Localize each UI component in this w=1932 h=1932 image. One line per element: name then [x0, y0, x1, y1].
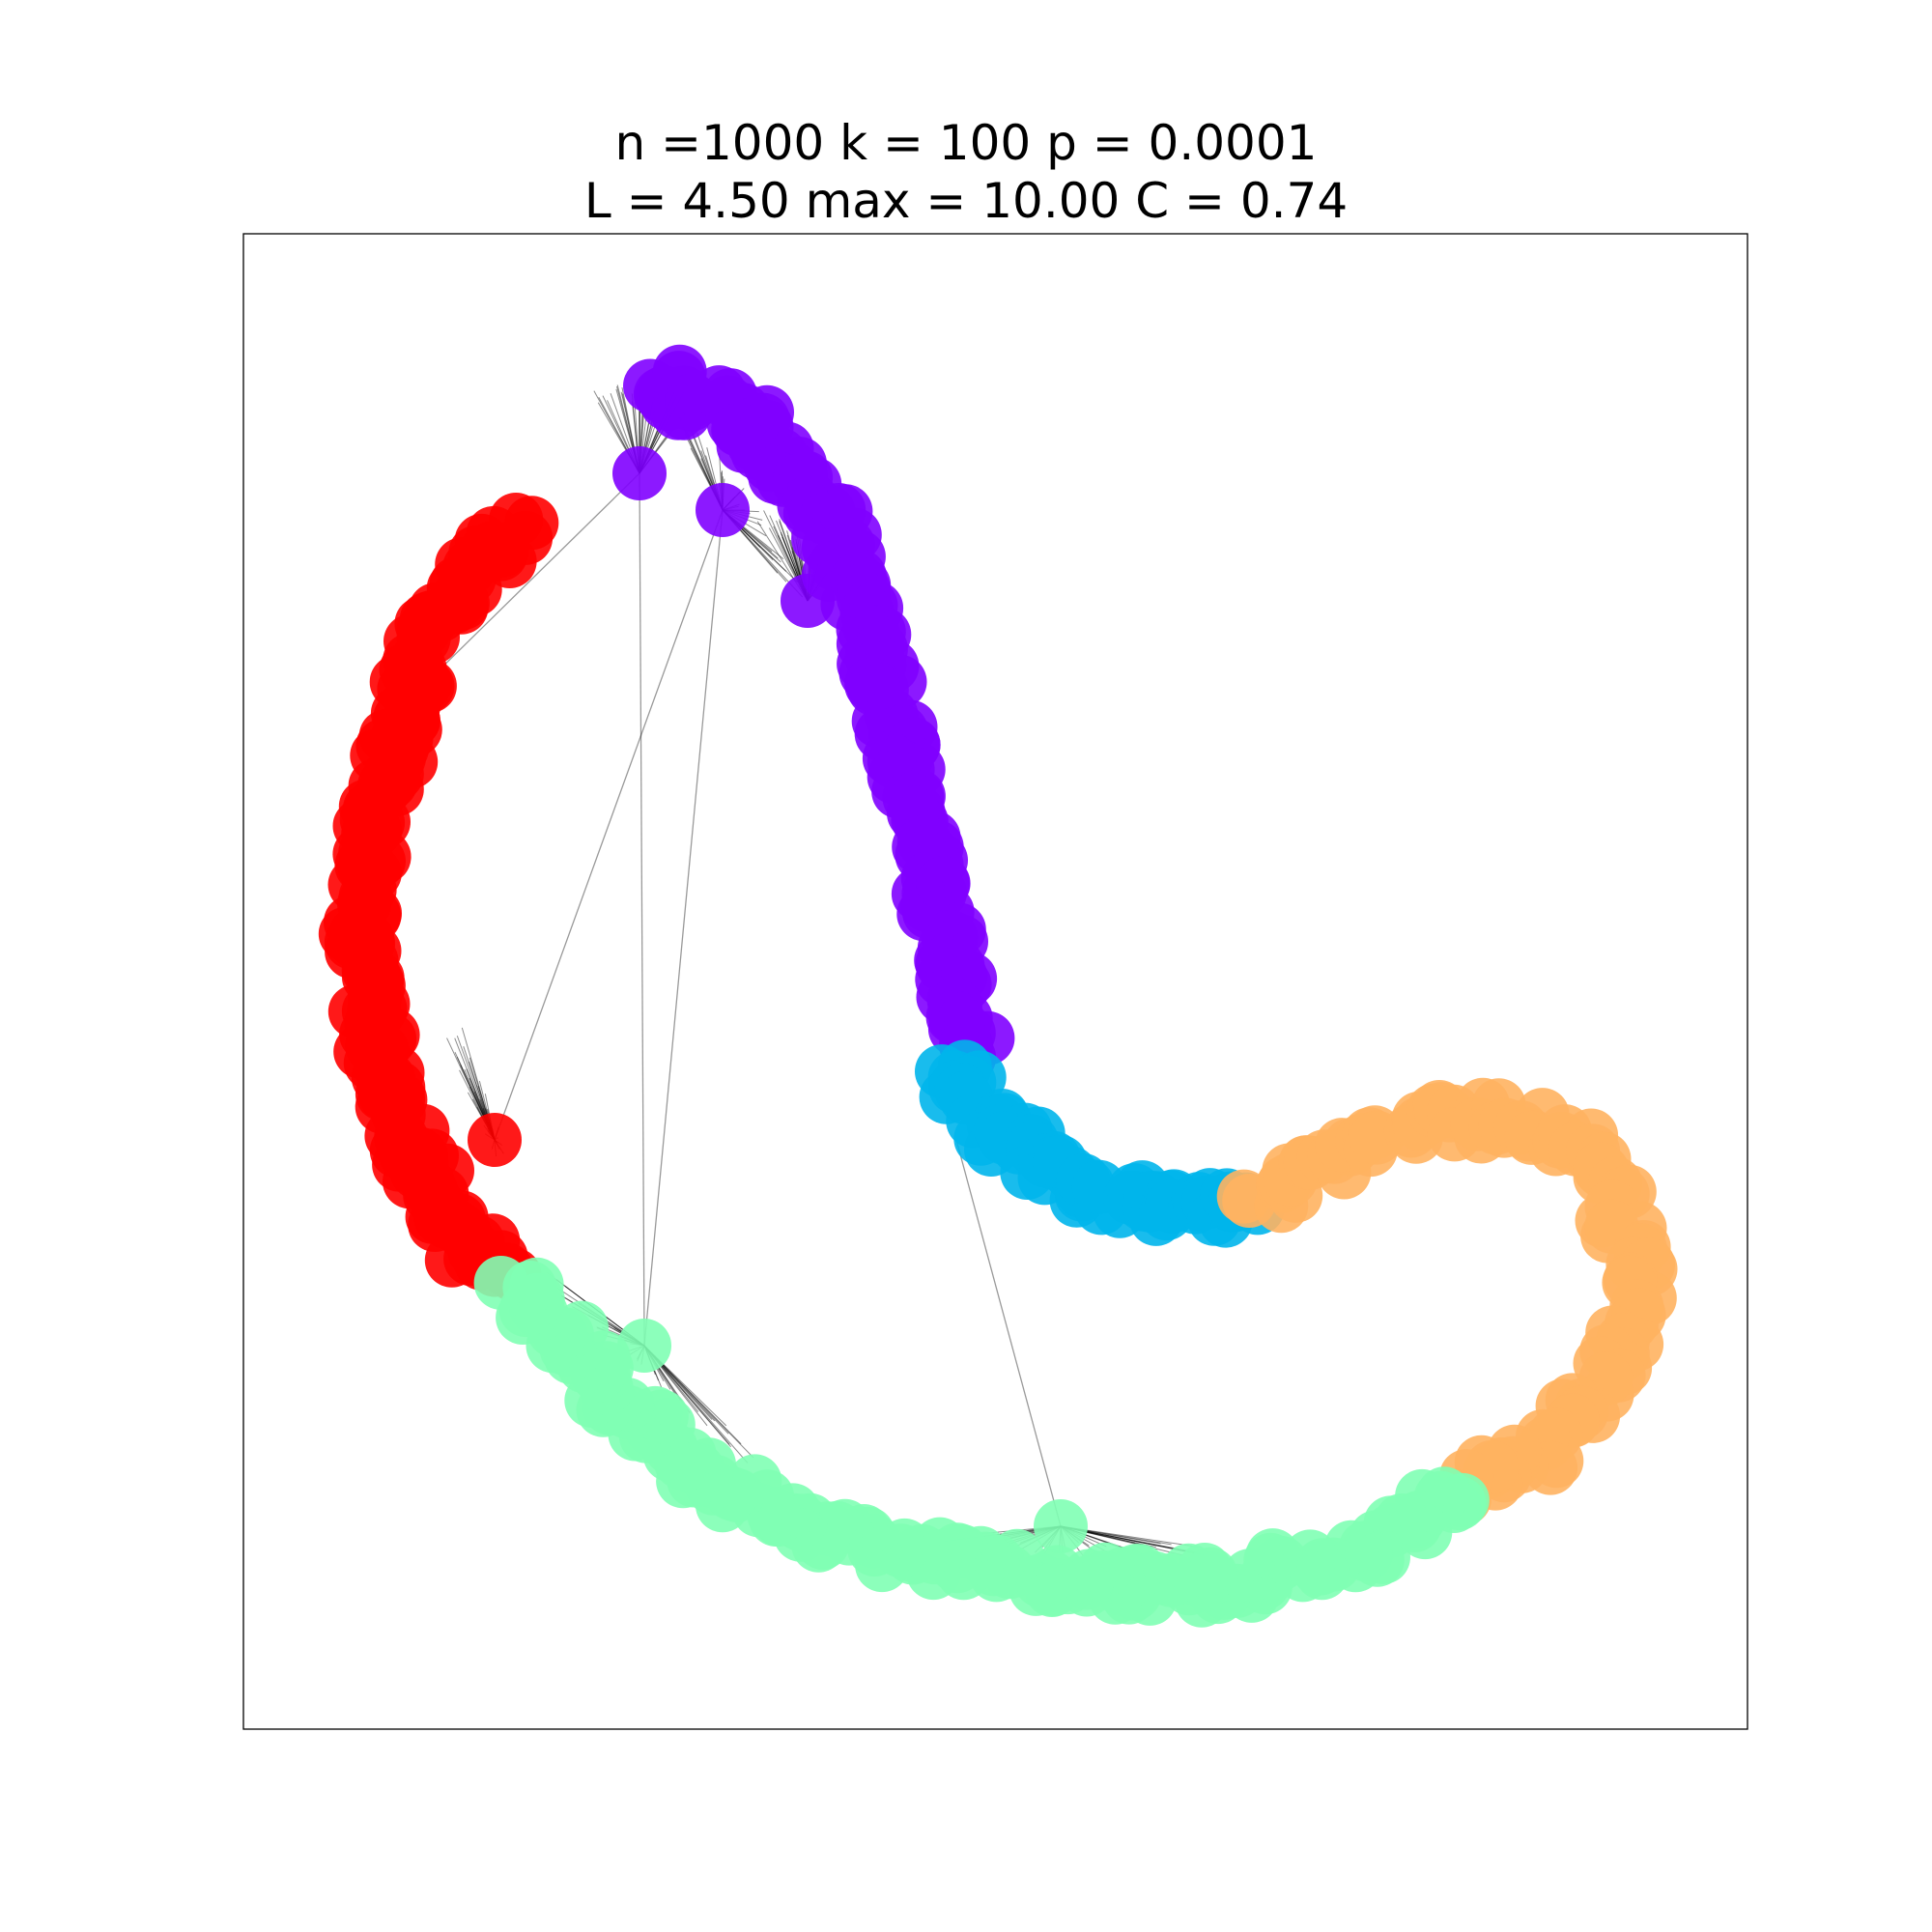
edge	[424, 472, 640, 685]
edge	[639, 472, 645, 1347]
node-layer	[318, 344, 1678, 1628]
graph-node	[473, 1256, 528, 1310]
title-line-1: n =1000 k = 100 p = 0.0001	[614, 115, 1318, 171]
graph-node	[696, 483, 750, 537]
edge	[494, 509, 724, 1141]
title-line-2: L = 4.50 max = 10.00 C = 0.74	[583, 173, 1349, 229]
plot-frame	[242, 233, 1748, 1730]
graph-node	[617, 1319, 671, 1373]
graph-node	[1034, 1499, 1088, 1553]
edge	[643, 509, 724, 1347]
graph-node	[781, 574, 835, 628]
edge	[955, 1139, 1062, 1527]
graph-node	[398, 657, 452, 711]
chart-title: n =1000 k = 100 p = 0.0001 L = 4.50 max …	[0, 114, 1932, 230]
graph-node	[468, 1113, 522, 1167]
graph-node	[612, 446, 667, 500]
